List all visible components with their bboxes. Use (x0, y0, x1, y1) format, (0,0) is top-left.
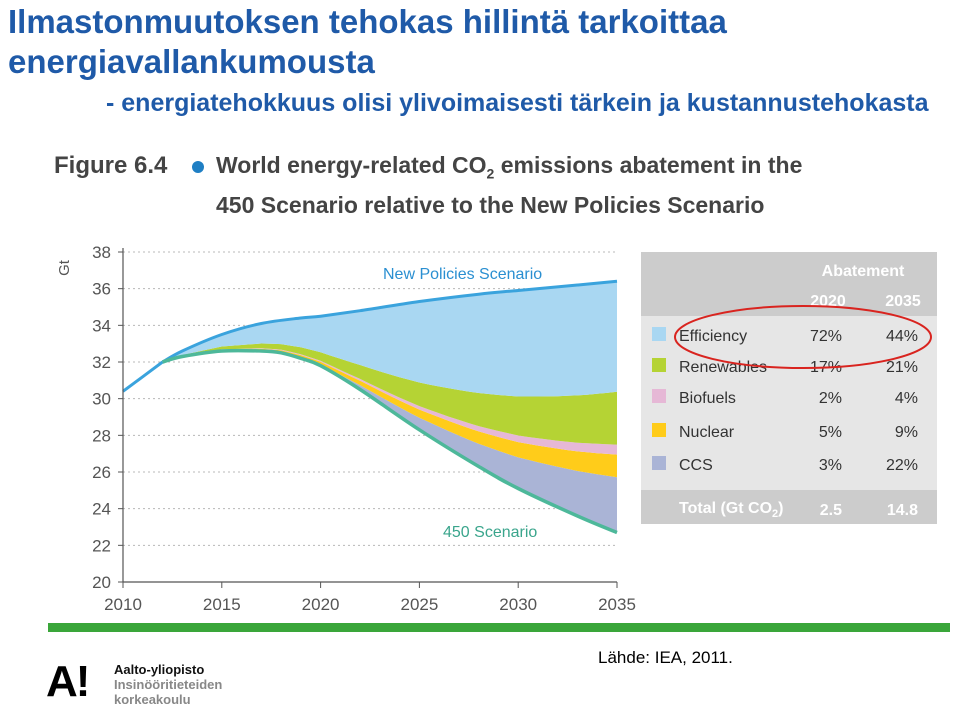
area-efficiency (162, 281, 617, 397)
x-tick-label: 2030 (499, 595, 537, 614)
y-tick-label: 36 (92, 280, 111, 299)
y-tick-label: 32 (92, 353, 111, 372)
logo-mark: A! (46, 657, 90, 706)
aalto-logo: A! Aalto-yliopisto Insinööritieteiden ko… (46, 657, 246, 707)
new-policies-line (161, 279, 618, 364)
figure-title-part1: World energy-related CO (216, 152, 487, 178)
legend-label-ccs: CCS (679, 457, 713, 474)
legend-value-2035: 22% (886, 457, 918, 474)
figure-heading: Figure 6.4 World energy-related CO2 emis… (54, 150, 844, 218)
area-biofuels (162, 348, 617, 455)
highlight-ellipse (674, 305, 932, 369)
bullet-dot-icon (192, 161, 204, 173)
x-tick-label: 2035 (598, 595, 636, 614)
new-policies-annotation: New Policies Scenario (383, 266, 542, 283)
footer-divider (48, 623, 950, 632)
chart-axes: 20 22 24 26 28 30 32 34 36 38 2010 2015 2020 2025 2030… (56, 243, 636, 614)
legend-swatch-nuclear (652, 423, 666, 437)
legend-total-label: Total (Gt CO2) (679, 500, 783, 520)
legend-total-2035: 14.8 (887, 502, 918, 519)
legend-value-2020: 5% (819, 424, 842, 441)
legend-value-2020: 3% (819, 457, 842, 474)
figure-title: World energy-related CO2 emissions abate… (216, 150, 856, 221)
legend-total-2020: 2.5 (820, 502, 842, 519)
area-renewables (162, 343, 617, 445)
legend-label-efficiency: Efficiency (679, 328, 747, 345)
y-tick-label: 20 (92, 573, 111, 592)
legend-swatch-biofuels (652, 389, 666, 403)
legend-value-2035: 21% (886, 359, 918, 376)
x-tick-label: 2015 (203, 595, 241, 614)
legend-value-2035: 9% (895, 424, 918, 441)
legend-total-suffix: ) (778, 500, 783, 517)
legend-swatch-efficiency (652, 327, 666, 341)
source-citation: Lähde: IEA, 2011. (598, 648, 733, 667)
figure-title-line2: 450 Scenario relative to the New Policie… (216, 191, 765, 218)
y-tick-label: 26 (92, 463, 111, 482)
figure-title-subscript: 2 (486, 165, 495, 182)
legend-label-renewables: Renewables (679, 359, 767, 376)
scenario-450-line (162, 348, 618, 535)
legend-value-2035: 44% (886, 328, 918, 345)
figure-label: Figure 6.4 (54, 152, 168, 179)
y-axis-label: Gt (56, 259, 73, 276)
legend-total-bg (641, 490, 937, 524)
legend-label-nuclear: Nuclear (679, 424, 735, 441)
legend-value-2020: 72% (810, 328, 842, 345)
legend-header: Abatement (822, 263, 905, 280)
area-nuclear (162, 348, 617, 478)
legend-swatch-ccs (652, 456, 666, 470)
slide-title: Ilmastonmuutoksen tehokas hillintä tarko… (8, 3, 727, 80)
y-tick-label: 30 (92, 390, 111, 409)
x-tick-label: 2020 (302, 595, 340, 614)
legend-value-2035: 4% (895, 390, 918, 407)
logo-school-line1: Insinööritieteiden (114, 677, 223, 692)
legend-value-2020: 2% (819, 390, 842, 407)
y-tick-label: 34 (92, 316, 111, 335)
y-tick-label: 24 (92, 500, 111, 519)
legend-col-2035: 2035 (885, 293, 921, 310)
legend-swatch-renewables (652, 358, 666, 372)
legend-label-biofuels: Biofuels (679, 390, 736, 407)
legend-body-bg (641, 316, 937, 490)
scenario-450-annotation: 450 Scenario (443, 524, 537, 541)
logo-school-line2: korkeakoulu (114, 692, 191, 707)
logo-university: Aalto-yliopisto (114, 662, 205, 677)
figure-title-part2: emissions abatement in the (494, 152, 803, 178)
x-tick-label: 2010 (104, 595, 142, 614)
history-line (122, 360, 164, 393)
chart-lines (122, 279, 618, 535)
chart-annotations: New Policies Scenario 450 Scenario (383, 266, 542, 541)
y-tick-label: 28 (92, 426, 111, 445)
slide-subtitle: - energiatehokkuus olisi ylivoimaisesti … (106, 89, 929, 117)
y-tick-label: 22 (92, 536, 111, 555)
legend-total-subscript: 2 (772, 508, 778, 520)
y-tick-label: 38 (92, 243, 111, 262)
x-tick-label: 2025 (400, 595, 438, 614)
chart-areas (162, 281, 617, 533)
